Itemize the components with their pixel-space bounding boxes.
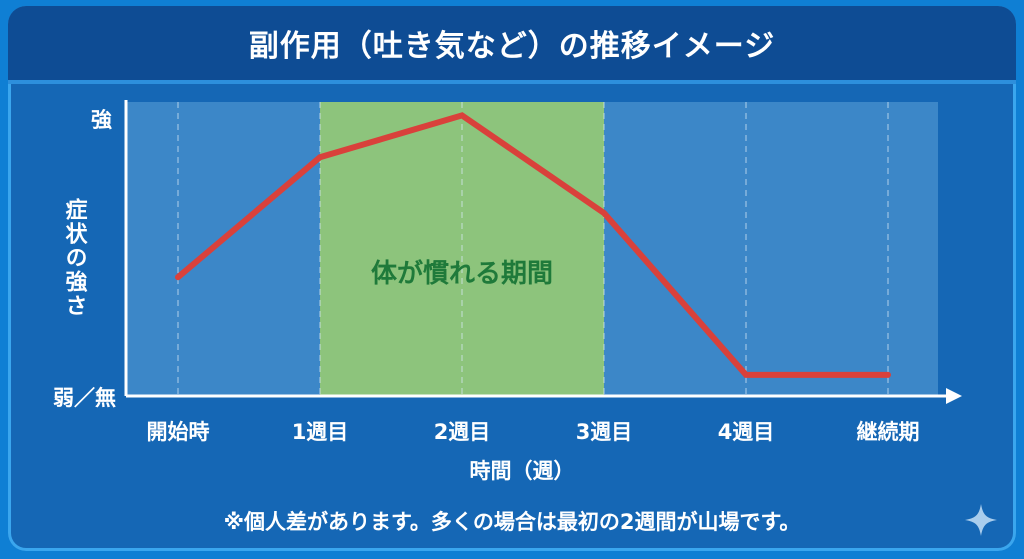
x-tick-label: 3週目 <box>576 420 633 444</box>
x-tick-label: 1週目 <box>292 420 349 444</box>
x-tick-label: 4週目 <box>718 420 775 444</box>
sparkle-icon <box>965 504 997 536</box>
x-axis-arrow <box>946 388 962 404</box>
y-axis-label: 症状の強さ <box>62 197 88 318</box>
y-tick-label: 強 <box>91 108 112 132</box>
x-tick-label: 2週目 <box>434 420 491 444</box>
title-divider <box>8 80 1016 84</box>
series-line <box>175 112 891 378</box>
title-bar: 副作用（吐き気など）の推移イメージ <box>8 6 1016 80</box>
y-tick-label: 弱／無 <box>53 386 116 410</box>
x-axis-label: 時間（週） <box>470 459 575 483</box>
footnote: ※個人差があります。多くの場合は最初の2週間が山場です。 <box>223 510 801 534</box>
chart-title: 副作用（吐き気など）の推移イメージ <box>248 29 776 64</box>
x-tick-label: 開始時 <box>147 420 210 444</box>
x-tick-label: 継続期 <box>857 420 920 444</box>
highlight-label: 体が慣れる期間 <box>371 258 553 289</box>
chart-panel: 副作用（吐き気など）の推移イメージ 体が慣れる期間開始時 1週目 2週目 3週目 4週目… <box>8 6 1016 551</box>
